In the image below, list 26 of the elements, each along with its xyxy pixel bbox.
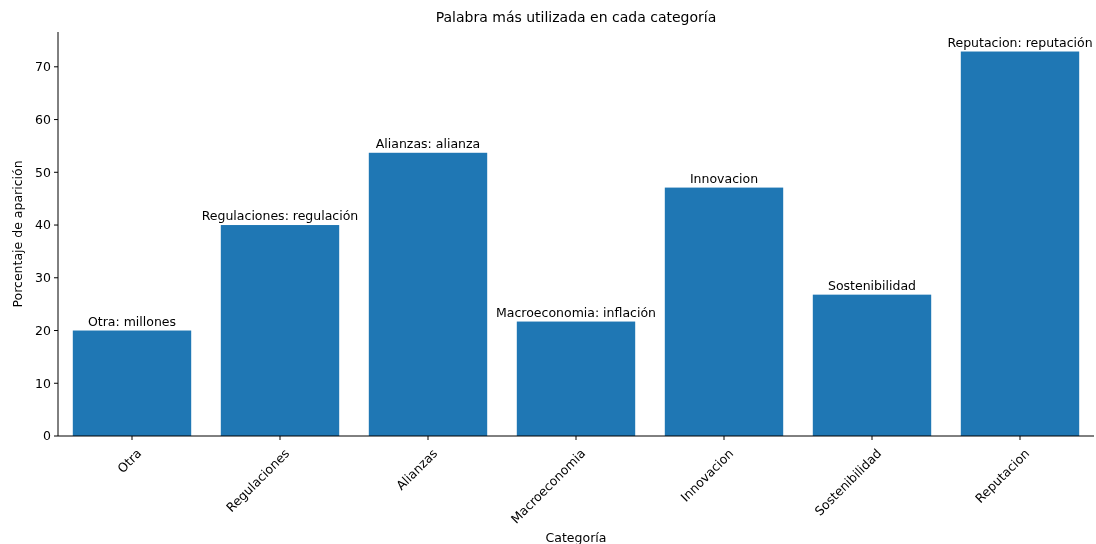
y-tick-label: 70 [35,59,52,75]
y-tick-label: 0 [43,428,52,444]
y-tick-label: 40 [35,217,52,233]
bar [960,51,1080,436]
bar [664,187,784,436]
y-tick-label: 20 [35,322,52,338]
annotation: Reputacion: reputación [947,34,1093,50]
y-axis-title: Porcentaje de aparición [10,160,25,308]
bar [812,294,932,436]
annotation: Innovacion [689,170,759,186]
bar [72,330,192,436]
annotation: Otra: millones [87,313,177,329]
y-tick-label: 60 [35,111,52,127]
y-tick-label: 50 [35,164,52,180]
x-axis-title: Categoría [545,530,607,544]
annotation: Alianzas: alianza [375,135,481,151]
y-tick-label: 30 [35,270,52,286]
annotation: Macroeconomia: inflación [496,304,656,320]
annotation: Regulaciones: regulación [201,208,359,224]
chart-title: Palabra más utilizada en cada categoría [435,9,717,25]
bar [220,225,340,436]
y-tick-label: 10 [35,375,52,391]
bar [368,152,488,436]
annotation: Sostenibilidad [828,277,916,293]
x-tick-label: Otra [114,445,145,476]
bar [516,321,636,436]
